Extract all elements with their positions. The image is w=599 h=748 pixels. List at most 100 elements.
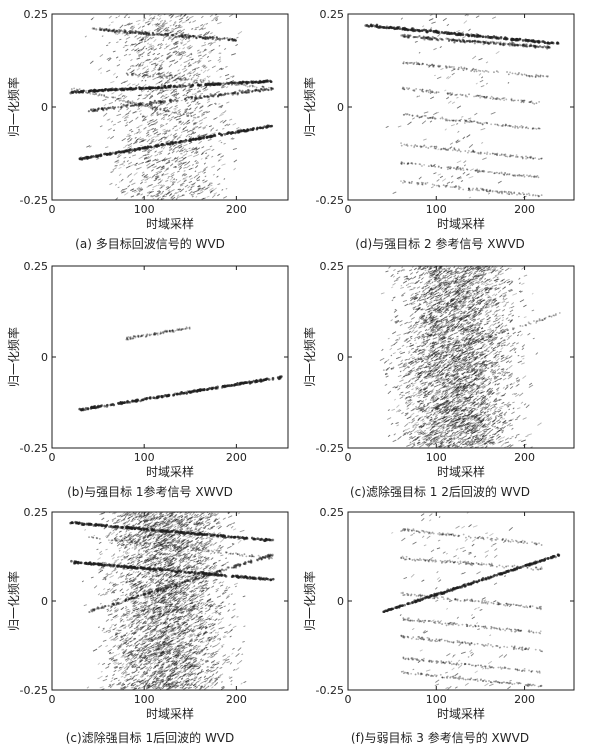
- series-point: [459, 93, 462, 96]
- series-point: [156, 333, 159, 336]
- noise-dot: [141, 139, 147, 143]
- series-point: [536, 74, 539, 77]
- series-point: [170, 99, 173, 102]
- noise-dot: [102, 98, 107, 102]
- noise-dot: [135, 138, 139, 142]
- series-point: [451, 93, 453, 96]
- noise-dot: [439, 381, 442, 384]
- series-point: [217, 82, 220, 85]
- series-point: [120, 106, 123, 109]
- noise-dot: [105, 146, 109, 149]
- noise-dot: [423, 271, 428, 276]
- noise-dot: [451, 101, 456, 104]
- series-point: [479, 122, 482, 125]
- noise-dot: [166, 30, 170, 32]
- series-point: [278, 376, 282, 380]
- series-point: [538, 127, 540, 130]
- noise-dot: [137, 48, 143, 52]
- series-point: [216, 37, 220, 41]
- noise-dot: [165, 93, 168, 96]
- noise-dot: [144, 20, 150, 24]
- noise-dot: [128, 156, 131, 159]
- noise-dot: [417, 344, 422, 348]
- noise-dot: [422, 25, 425, 28]
- noise-dot: [137, 108, 141, 110]
- series-point: [425, 36, 428, 39]
- noise-dot: [161, 23, 165, 26]
- series-point: [413, 146, 416, 149]
- series-point: [127, 74, 129, 77]
- noise-dot: [146, 165, 151, 170]
- series-point: [527, 175, 530, 178]
- series-point: [195, 97, 198, 100]
- noise-dot: [427, 393, 432, 396]
- series-point: [477, 122, 480, 125]
- noise-dot: [136, 126, 140, 129]
- noise-dot: [165, 130, 168, 133]
- series-point: [504, 153, 507, 156]
- series-point: [430, 165, 433, 168]
- series-point: [470, 120, 473, 123]
- series-point: [460, 94, 463, 97]
- series-point: [123, 30, 127, 33]
- series-point: [444, 148, 447, 151]
- noise-dot: [163, 101, 167, 105]
- noise-dot: [144, 39, 147, 41]
- series-point: [94, 92, 97, 95]
- noise-dot: [192, 61, 197, 65]
- noise-dot: [201, 27, 207, 31]
- series-point: [425, 63, 428, 66]
- series-point: [528, 101, 531, 104]
- series-point: [172, 330, 175, 333]
- noise-dot: [179, 182, 185, 186]
- noise-dot: [157, 29, 161, 33]
- series-point: [141, 334, 144, 337]
- series-point: [489, 41, 492, 44]
- series-point: [271, 378, 275, 381]
- series-point: [161, 76, 163, 79]
- noise-dot: [447, 441, 452, 445]
- noise-dot: [154, 23, 157, 26]
- series-point: [172, 99, 175, 103]
- noise-dot: [516, 380, 521, 383]
- series-point: [453, 147, 456, 149]
- series-point: [205, 388, 209, 392]
- noise-dot: [178, 144, 183, 147]
- noise-dot: [103, 103, 107, 107]
- series-point: [529, 174, 532, 177]
- x-tick-label: 100: [134, 451, 155, 464]
- noise-dot: [511, 392, 516, 396]
- series-point: [451, 65, 454, 68]
- noise-dot: [180, 99, 183, 102]
- noise-dot: [190, 193, 193, 196]
- series-point: [241, 83, 243, 86]
- series-point: [498, 192, 501, 194]
- series-point: [240, 83, 243, 86]
- noise-dot: [192, 126, 197, 130]
- series-point: [103, 152, 106, 156]
- series-point: [447, 149, 449, 151]
- series-point: [478, 189, 480, 192]
- series-point: [126, 73, 129, 76]
- noise-dot: [175, 15, 180, 18]
- series-point: [509, 191, 512, 194]
- series-point: [482, 42, 485, 46]
- series-point: [114, 151, 118, 155]
- noise-dot: [203, 33, 209, 37]
- noise-dot: [210, 184, 213, 187]
- series-point: [490, 123, 493, 126]
- series-point: [185, 79, 187, 81]
- series-point: [265, 80, 268, 83]
- noise-dot: [483, 397, 487, 400]
- series-point: [155, 332, 157, 335]
- noise-dot: [169, 48, 173, 51]
- series-point: [485, 188, 488, 191]
- series-point: [466, 151, 469, 154]
- series-point: [121, 401, 124, 404]
- noise-dot: [413, 423, 418, 426]
- noise-dot: [187, 64, 192, 68]
- noise-dot: [436, 76, 442, 80]
- noise-dot: [207, 98, 211, 101]
- noise-dot: [166, 89, 170, 92]
